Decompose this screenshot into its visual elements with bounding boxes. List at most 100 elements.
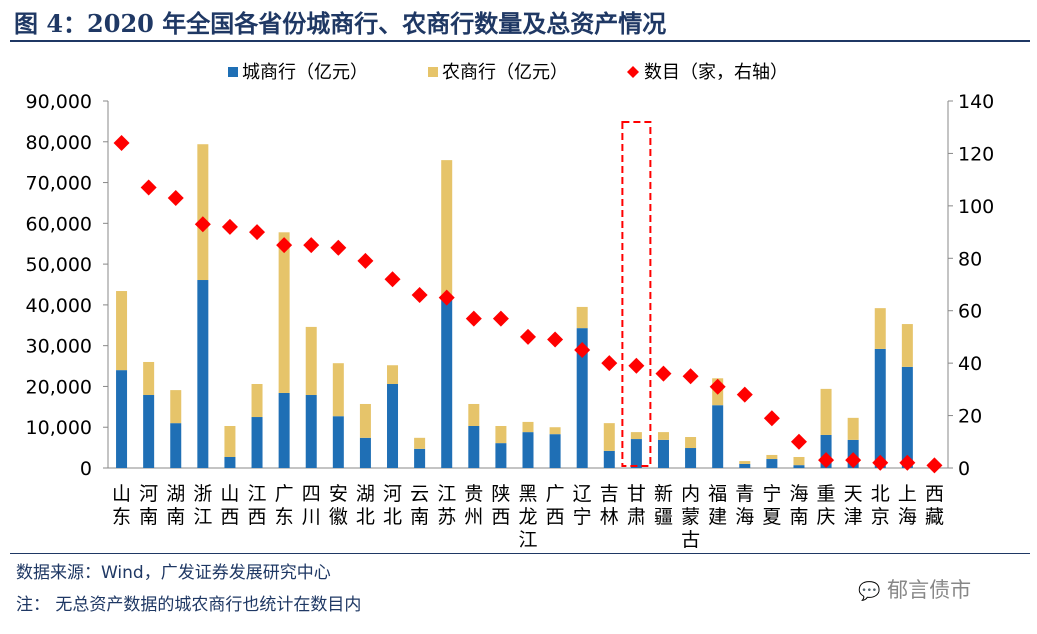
count-diamond xyxy=(167,189,184,206)
category-label: 河 xyxy=(139,483,158,505)
count-diamond xyxy=(221,218,238,235)
bar-rural-bank xyxy=(197,144,209,281)
category-label: 宁 xyxy=(573,506,592,528)
count-diamond xyxy=(628,357,645,374)
category-label: 福 xyxy=(708,483,727,505)
category-label: 海 xyxy=(789,483,808,505)
bar-rural-bank xyxy=(847,417,859,440)
count-diamond xyxy=(492,310,509,327)
category-label: 江 xyxy=(248,483,267,505)
bar-rural-bank xyxy=(224,425,236,457)
count-diamond xyxy=(194,216,211,233)
bar-city-bank xyxy=(116,370,128,468)
bar-city-bank xyxy=(224,456,236,468)
category-label: 南 xyxy=(166,506,185,528)
bar-city-bank xyxy=(305,395,317,468)
right-tick-label: 20 xyxy=(958,406,982,428)
right-tick-label: 80 xyxy=(958,248,982,270)
bar-rural-bank xyxy=(603,423,615,451)
category-label: 州 xyxy=(464,506,483,528)
left-tick-label: 80,000 xyxy=(26,132,92,154)
left-tick-label: 30,000 xyxy=(26,336,92,358)
bar-city-bank xyxy=(414,448,426,468)
count-diamond xyxy=(384,271,401,288)
bar-city-bank xyxy=(143,395,155,468)
bar-rural-bank xyxy=(901,324,913,367)
count-diamond xyxy=(601,355,618,372)
count-diamond xyxy=(330,239,347,256)
category-label: 上 xyxy=(898,483,917,505)
count-diamond xyxy=(438,289,455,306)
bar-rural-bank xyxy=(170,390,182,424)
left-tick-label: 20,000 xyxy=(26,376,92,398)
category-label: 安 xyxy=(329,483,348,505)
bar-city-bank xyxy=(657,439,669,468)
category-label: 庆 xyxy=(817,506,836,528)
category-label: 浙 xyxy=(193,483,212,505)
bar-rural-bank xyxy=(359,403,371,438)
bar-rural-bank xyxy=(766,454,778,460)
category-label: 西 xyxy=(925,483,944,505)
left-tick-label: 0 xyxy=(80,458,92,480)
category-label: 吉 xyxy=(600,483,619,505)
bar-city-bank xyxy=(495,443,507,468)
bar-city-bank xyxy=(278,392,290,468)
bar-rural-bank xyxy=(820,388,832,435)
bar-city-bank xyxy=(468,425,480,468)
left-tick-label: 60,000 xyxy=(26,213,92,235)
bar-city-bank xyxy=(170,423,182,468)
left-tick-label: 50,000 xyxy=(26,254,92,276)
source-note: 数据来源：Wind，广发证券发展研究中心 xyxy=(16,563,331,583)
category-label: 北 xyxy=(356,506,375,528)
category-label: 江 xyxy=(193,506,212,528)
right-tick-label: 140 xyxy=(958,91,994,113)
footnote: 注： 无总资产数据的城农商行也统计在数目内 xyxy=(16,595,362,615)
bar-rural-bank xyxy=(874,308,886,349)
bar-city-bank xyxy=(522,432,534,468)
count-diamond xyxy=(465,310,482,327)
count-diamond xyxy=(574,342,591,359)
category-label: 湖 xyxy=(166,483,185,505)
category-label: 山 xyxy=(220,483,239,505)
bar-city-bank xyxy=(766,459,778,468)
bar-city-bank xyxy=(901,366,913,468)
category-label: 津 xyxy=(844,506,863,528)
bar-city-bank xyxy=(332,416,344,468)
legend-label: 农商行（亿元） xyxy=(442,62,568,83)
count-diamond xyxy=(411,286,428,303)
count-diamond xyxy=(547,331,564,348)
category-label: 建 xyxy=(708,506,727,528)
category-label: 广 xyxy=(275,483,294,505)
bar-city-bank xyxy=(793,465,805,468)
category-label: 湖 xyxy=(356,483,375,505)
count-diamond xyxy=(926,457,943,474)
count-diamond xyxy=(357,252,374,269)
category-label: 天 xyxy=(844,483,863,505)
legend-label: 数目（家，右轴） xyxy=(644,62,788,83)
bar-rural-bank xyxy=(143,361,155,396)
left-tick-label: 40,000 xyxy=(26,295,92,317)
wechat-icon: 💬 xyxy=(858,581,881,602)
category-label: 黑 xyxy=(518,483,537,505)
category-label: 南 xyxy=(139,506,158,528)
category-label: 青 xyxy=(735,483,754,505)
count-diamond xyxy=(899,454,916,471)
count-diamond xyxy=(763,410,780,427)
category-label: 宁 xyxy=(762,483,781,505)
bar-city-bank xyxy=(739,463,751,468)
right-tick-label: 120 xyxy=(958,143,994,165)
category-label: 西 xyxy=(248,506,267,528)
category-label: 川 xyxy=(302,506,321,528)
category-label: 蒙 xyxy=(681,506,700,528)
count-diamond xyxy=(655,365,672,382)
category-label: 东 xyxy=(275,506,294,528)
bar-rural-bank xyxy=(657,432,669,440)
bar-rural-bank xyxy=(414,437,426,449)
bar-rural-bank xyxy=(305,326,317,396)
category-label: 南 xyxy=(789,506,808,528)
count-diamond xyxy=(845,452,862,469)
bar-city-bank xyxy=(630,439,642,468)
count-diamond xyxy=(276,237,293,254)
bar-city-bank xyxy=(820,434,832,468)
